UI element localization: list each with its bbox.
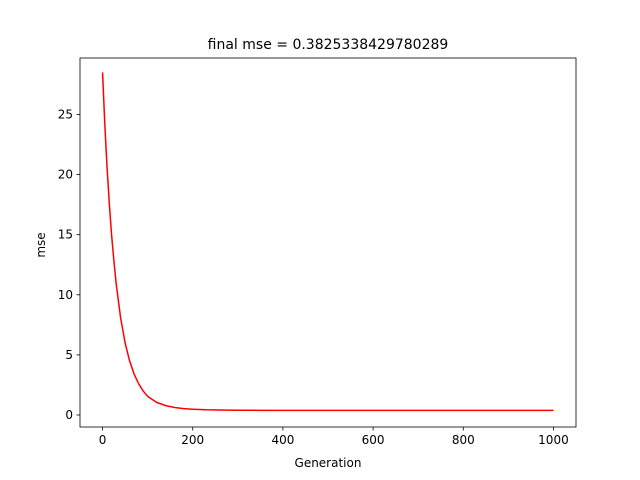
y-tick-label: 25 bbox=[58, 107, 73, 121]
series-line-0 bbox=[101, 72, 554, 412]
y-tick-label: 10 bbox=[58, 288, 73, 302]
x-tick-label: 600 bbox=[362, 433, 385, 447]
plot-area: 0 200 400 600 800 1000 0 5 10 15 20 25 bbox=[58, 57, 577, 447]
y-tick-label: 5 bbox=[65, 348, 73, 362]
plot-frame bbox=[79, 57, 577, 428]
x-tick-label: 0 bbox=[99, 433, 107, 447]
x-axis-label: Generation bbox=[295, 456, 362, 470]
chart-title: final mse = 0.3825338429780289 bbox=[208, 37, 449, 53]
x-tick-label: 400 bbox=[271, 433, 294, 447]
y-tick-label: 0 bbox=[65, 408, 73, 422]
y-axis-label: mse bbox=[34, 232, 48, 257]
x-tick-label: 800 bbox=[452, 433, 475, 447]
y-tick-label: 20 bbox=[58, 168, 73, 182]
x-tick-label: 200 bbox=[181, 433, 204, 447]
x-tick-label: 1000 bbox=[538, 433, 569, 447]
y-tick-label: 15 bbox=[58, 228, 73, 242]
